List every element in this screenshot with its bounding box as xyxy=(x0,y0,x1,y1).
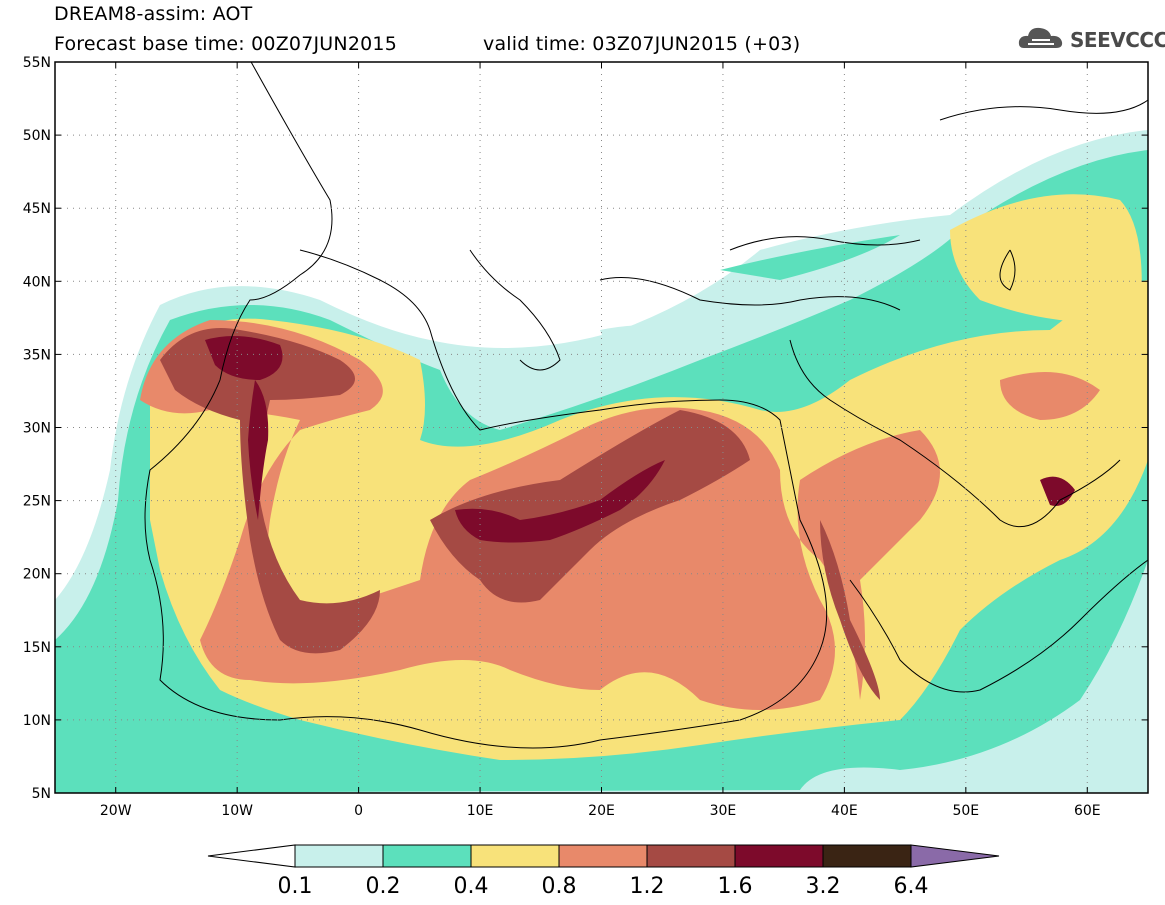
colorbar-level-label: 0.8 xyxy=(542,874,577,899)
lon-label: 30E xyxy=(710,803,737,819)
colorbar-box xyxy=(822,844,912,868)
aot-field xyxy=(55,62,1148,793)
latitude-labels: 55N 50N 45N 40N 35N 30N 25N 20N 15N 10N 5N xyxy=(23,55,51,802)
lon-label: 40E xyxy=(831,803,858,819)
colorbar-level-label: 1.2 xyxy=(630,874,665,899)
coastlines xyxy=(144,62,1148,749)
colorbar-under-triangle xyxy=(207,844,296,868)
colorbar-labels: 0.1 0.2 0.4 0.8 1.2 1.6 3.2 6.4 xyxy=(278,874,929,899)
logo-text: SEEVCCC xyxy=(1070,28,1165,52)
lat-label: 45N xyxy=(23,201,51,217)
lon-label: 10W xyxy=(221,803,253,819)
aot-contour-1.6 xyxy=(205,336,1075,543)
lon-label: 20E xyxy=(588,803,615,819)
lat-label: 15N xyxy=(23,640,51,656)
lat-label: 5N xyxy=(32,786,51,802)
axis-ticks xyxy=(55,61,1148,794)
lat-label: 35N xyxy=(23,347,51,363)
colorbar-box xyxy=(646,844,736,868)
colorbar-box xyxy=(558,844,648,868)
lat-label: 50N xyxy=(23,128,51,144)
colorbar-box xyxy=(734,844,824,868)
lon-label: 20W xyxy=(100,803,132,819)
colorbar-level-label: 0.1 xyxy=(278,874,313,899)
lat-label: 25N xyxy=(23,494,51,510)
colorbar-box xyxy=(382,844,472,868)
lat-label: 20N xyxy=(23,567,51,583)
colorbar-level-label: 0.2 xyxy=(366,874,401,899)
lon-label: 10E xyxy=(467,803,494,819)
lat-label: 40N xyxy=(23,274,51,290)
lon-label: 60E xyxy=(1074,803,1101,819)
graticule xyxy=(55,62,1148,793)
lat-label: 10N xyxy=(23,713,51,729)
colorbar-over-triangle xyxy=(910,844,1000,868)
colorbar-box xyxy=(470,844,560,868)
cloud-logo-icon xyxy=(1018,27,1063,48)
seevccc-logo: SEEVCCC xyxy=(1018,24,1165,54)
longitude-labels: 20W 10W 0 10E 20E 30E 40E 50E 60E xyxy=(100,803,1101,819)
colorbar-level-label: 1.6 xyxy=(718,874,753,899)
colorbar-level-label: 3.2 xyxy=(806,874,841,899)
map-title: DREAM8-assim: AOT xyxy=(54,3,253,25)
colorbar-level-label: 6.4 xyxy=(894,874,929,899)
colorbar-level-label: 0.4 xyxy=(454,874,489,899)
colorbar xyxy=(207,844,1000,868)
colorbar-box xyxy=(294,844,384,868)
lat-label: 30N xyxy=(23,421,51,437)
forecast-base-time: Forecast base time: 00Z07JUN2015 xyxy=(54,33,397,55)
valid-time: valid time: 03Z07JUN2015 (+03) xyxy=(483,33,801,55)
lon-label: 0 xyxy=(354,803,363,819)
lat-label: 55N xyxy=(23,55,51,71)
lon-label: 50E xyxy=(952,803,979,819)
